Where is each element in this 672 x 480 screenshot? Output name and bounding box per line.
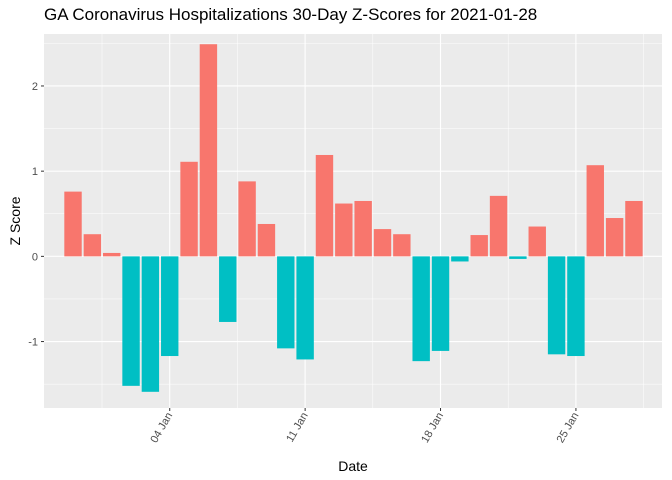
bar [547,256,566,355]
y-tick-label: -1 [28,337,38,349]
x-axis-ticks: 04 Jan 11 Jan 18 Jan 25 Jan [148,408,582,446]
bar [180,161,198,257]
x-tick-label: 04 Jan [148,411,175,446]
bar [102,252,121,257]
y-tick-label: 1 [32,166,38,178]
bar [412,256,430,362]
bar [335,203,353,257]
bar [219,256,237,322]
x-tick-label: 25 Jan [555,411,582,446]
bar [199,44,218,257]
bar [489,195,508,257]
bar [83,234,102,257]
bar [122,256,140,386]
bar [315,154,334,257]
bar [373,229,392,257]
bar [64,191,82,257]
y-tick-label: 2 [32,81,38,93]
bar [277,256,295,349]
bar [605,218,624,257]
bar [509,256,527,259]
bar [470,235,488,257]
y-axis-title: Z Score [7,196,23,245]
bar [586,165,604,257]
bar [528,226,546,257]
x-axis-title: Date [338,458,368,474]
x-tick-label: 11 Jan [284,411,311,445]
y-tick-label: 0 [32,251,38,263]
bar [161,256,179,357]
x-tick-label: 18 Jan [419,411,446,446]
bar [141,256,160,392]
bar [431,256,450,351]
bar [354,200,372,257]
bar [238,181,256,257]
y-axis-ticks: -1 0 1 2 [28,81,44,349]
bar [451,256,469,262]
bar [296,256,314,360]
chart-title: GA Coronavirus Hospitalizations 30-Day Z… [44,5,538,24]
bars [64,44,643,392]
bar [393,234,411,257]
bar [625,200,643,257]
bar [257,223,276,257]
bar [567,256,585,357]
